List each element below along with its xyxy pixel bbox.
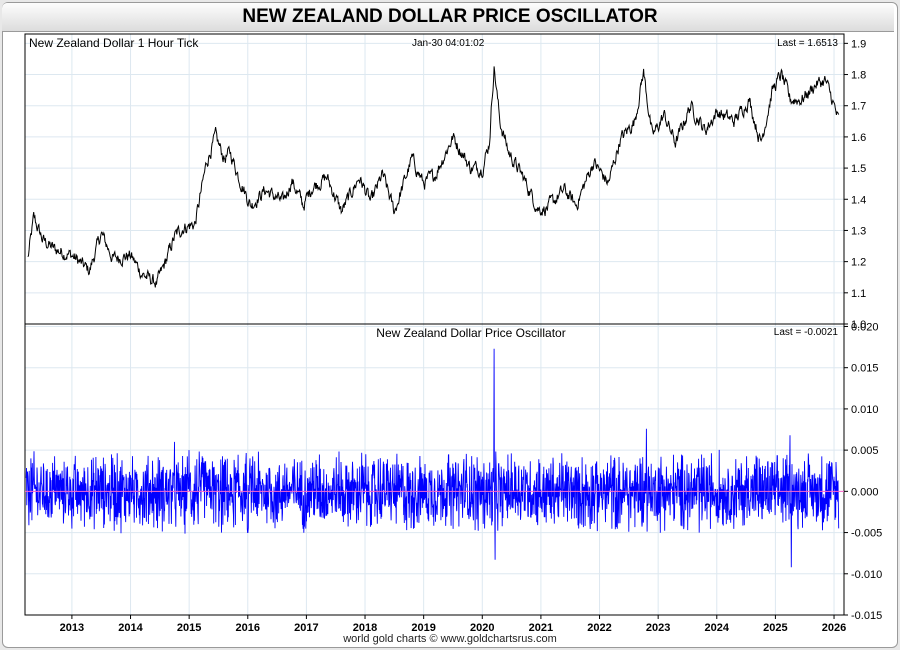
oscillator-last-value: Last = -0.0021 xyxy=(774,327,839,338)
osc-y-tick-label: 0.010 xyxy=(851,404,879,416)
price-y-tick-label: 1.4 xyxy=(851,194,866,206)
osc-y-tick-label: 0.005 xyxy=(851,445,879,457)
footer-credit: world gold charts © www.goldchartsrus.co… xyxy=(343,633,557,645)
x-tick-label: 2018 xyxy=(353,622,377,634)
price-y-tick-label: 1.0 xyxy=(851,319,866,331)
osc-y-tick-label: 0.000 xyxy=(851,486,879,498)
price-y-tick-label: 1.2 xyxy=(851,257,866,269)
x-tick-label: 2023 xyxy=(646,622,670,634)
price-y-tick-label: 1.1 xyxy=(851,288,866,300)
osc-y-tick-label: 0.015 xyxy=(851,363,879,375)
price-last-value: Last = 1.6513 xyxy=(777,38,838,49)
x-tick-label: 2022 xyxy=(587,622,611,634)
x-tick-label: 2024 xyxy=(705,622,730,634)
x-tick-label: 2015 xyxy=(177,622,201,634)
osc-y-tick-label: 0.020 xyxy=(851,321,879,333)
x-tick-label: 2013 xyxy=(60,622,84,634)
oscillator-series-line xyxy=(25,348,840,568)
x-tick-label: 2025 xyxy=(763,622,787,634)
osc-y-tick-label: -0.015 xyxy=(851,610,882,622)
x-tick-label: 2026 xyxy=(822,622,846,634)
x-tick-label: 2021 xyxy=(529,622,553,634)
price-y-tick-label: 1.9 xyxy=(851,38,866,50)
price-series-line xyxy=(27,66,840,288)
x-tick-label: 2014 xyxy=(118,622,143,634)
price-y-tick-label: 1.8 xyxy=(851,70,866,82)
price-y-tick-label: 1.7 xyxy=(851,101,866,113)
price-y-tick-label: 1.3 xyxy=(851,225,866,237)
x-tick-label: 2020 xyxy=(470,622,494,634)
osc-y-tick-label: -0.005 xyxy=(851,528,882,540)
x-tick-label: 2017 xyxy=(294,622,318,634)
x-tick-label: 2019 xyxy=(411,622,435,634)
price-panel-timestamp: Jan-30 04:01:02 xyxy=(412,38,485,49)
chart-title: NEW ZEALAND DOLLAR PRICE OSCILLATOR xyxy=(242,6,658,27)
oscillator-panel-title: New Zealand Dollar Price Oscillator xyxy=(376,326,565,340)
osc-y-tick-label: -0.010 xyxy=(851,569,882,581)
price-y-tick-label: 1.5 xyxy=(851,163,866,175)
price-panel-title: New Zealand Dollar 1 Hour Tick xyxy=(29,36,199,50)
title-bar xyxy=(2,3,894,32)
x-tick-label: 2016 xyxy=(236,622,260,634)
price-y-tick-label: 1.6 xyxy=(851,132,866,144)
